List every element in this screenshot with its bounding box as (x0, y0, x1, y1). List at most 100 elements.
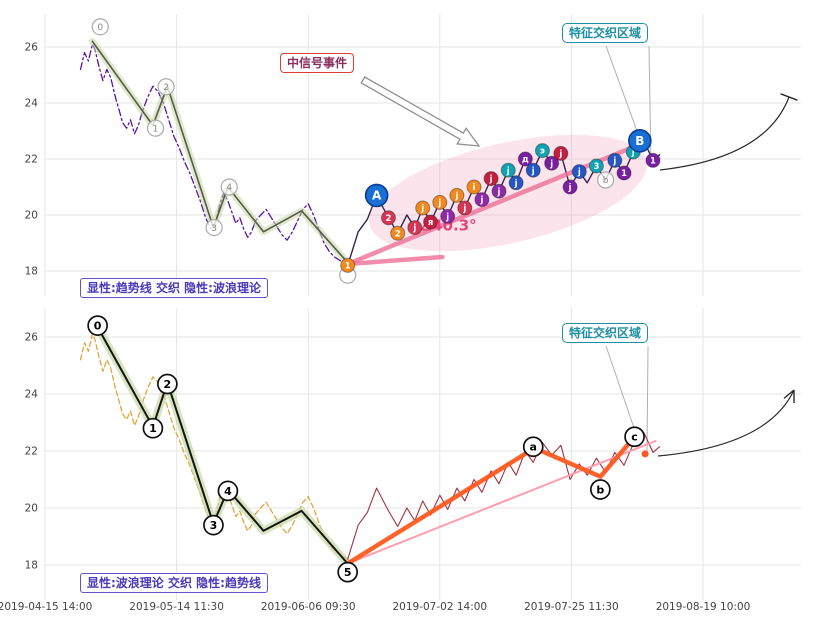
wave-marker-j (544, 155, 560, 171)
y-tick-label: 18 (25, 560, 38, 572)
wave-marker-label: i (473, 183, 476, 193)
wave-marker-label: j (412, 224, 416, 234)
wave-marker-1 (616, 165, 632, 181)
wave-marker-0 (91, 18, 109, 36)
legend-top: 显性:趋势线 交织 隐性:波浪理论 (80, 278, 268, 298)
wave-marker-1 (340, 257, 356, 273)
wave-marker-label: j (612, 156, 616, 166)
wave-marker-label: j (420, 204, 424, 214)
wave-marker-label: 4 (224, 485, 232, 498)
wave-marker-label: j (479, 196, 483, 206)
wave-marker-я (423, 214, 439, 230)
wave-marker-label: j (568, 183, 572, 193)
wave-marker-3 (588, 158, 604, 174)
signal-event-label: 中信号事件 (280, 53, 355, 73)
wave-marker-0 (87, 315, 108, 336)
wave-marker-4 (217, 480, 239, 502)
wave-marker-b (597, 171, 615, 189)
wave-marker-1 (142, 417, 164, 439)
wave-marker-label: A (372, 189, 382, 203)
wave-marker-a (522, 436, 544, 458)
wave-marker-j (407, 220, 423, 236)
wave-marker-1 (645, 152, 661, 168)
wave-marker-label: 2 (395, 229, 401, 239)
wave-marker-label: 0 (97, 23, 103, 33)
wave-marker-label: j (558, 149, 562, 159)
wave-marker-2 (380, 210, 396, 226)
wave-marker-label: э (540, 147, 545, 157)
wave-marker-label: j (445, 212, 449, 222)
wave-marker-2 (390, 225, 406, 241)
wave-marker-label: j (577, 168, 581, 178)
hollow-arrow (360, 76, 481, 147)
arrow-cap (783, 389, 795, 399)
x-tick-label: 2019-07-25 11:30 (524, 601, 619, 613)
feature-region-label-bottom: 特征交织区域 (562, 323, 649, 343)
wave-marker-j (432, 194, 448, 210)
highlight-ellipse (369, 134, 647, 252)
wave-marker-A (364, 183, 389, 208)
wave-marker-j (474, 192, 490, 208)
x-tick-label: 2019-04-15 14:00 (0, 601, 92, 613)
wave-marker-label: j (489, 175, 493, 185)
wave-marker-j (457, 200, 473, 216)
wave-marker-label: 3 (593, 162, 599, 172)
x-tick-label: 2019-08-19 10:00 (656, 601, 751, 613)
wave-marker-label: 2 (163, 83, 169, 93)
wave-marker-label: j (531, 166, 535, 176)
legend-bottom: 显性:波浪理论 交织 隐性:趋势线 (80, 573, 268, 593)
end-dot (641, 450, 649, 458)
wave-marker-label: j (506, 166, 510, 176)
wave-marker-д (517, 151, 533, 167)
wave-marker-i (466, 179, 482, 195)
wave-marker-j (491, 183, 507, 199)
wave-marker-label: B (635, 134, 644, 148)
leader-line (605, 345, 635, 429)
wave-marker-label: j (437, 198, 441, 208)
wave-marker-label: j (631, 148, 635, 158)
x-tick-label: 2019-07-02 14:00 (392, 601, 487, 613)
wave-marker-label: 2 (386, 214, 392, 224)
y-tick-label: 22 (25, 154, 38, 166)
leader-line (648, 45, 652, 167)
wave-marker-j (483, 171, 499, 187)
wave-marker-label: b (596, 483, 604, 496)
x-tick-label: 2019-06-06 09:30 (261, 601, 356, 613)
wave-marker-label: 1 (650, 156, 656, 166)
wave-marker-j (500, 162, 516, 178)
y-tick-label: 20 (25, 210, 38, 222)
wave-marker-label: 1 (621, 169, 627, 179)
wave-marker-j (508, 175, 524, 191)
wave-marker-B (628, 129, 652, 153)
wave-marker-b (590, 479, 611, 500)
wave-marker-label: 1 (345, 261, 351, 271)
y-tick-label: 24 (25, 98, 39, 110)
wave-marker-3 (203, 514, 224, 536)
wave-marker-label: 0 (94, 320, 102, 333)
wave-marker-1 (146, 119, 165, 137)
wave-marker-э (534, 143, 550, 159)
y-tick-label: 22 (25, 446, 38, 458)
trend-baseline (345, 254, 445, 267)
leader-line (646, 345, 649, 453)
x-tick-label: 2019-05-14 11:30 (129, 601, 224, 613)
y-tick-label: 26 (25, 332, 39, 344)
wave-marker-label: a (530, 441, 537, 454)
wave-marker-label: 4 (226, 183, 232, 193)
wave-marker-label: j (454, 191, 458, 201)
y-tick-label: 26 (25, 42, 39, 54)
leader-line (605, 45, 638, 132)
trend-line (346, 440, 657, 565)
wave-marker-label: b (603, 176, 609, 186)
wave-marker-label: 3 (210, 519, 218, 532)
wave-marker-j (525, 162, 541, 178)
wave-marker-j (415, 200, 431, 216)
wave-marker-label: 5 (344, 566, 352, 579)
wave-marker-j (553, 145, 569, 161)
y-tick-label: 18 (25, 266, 38, 278)
wave-marker-2 (157, 373, 178, 395)
wave-marker-label: я (428, 218, 433, 228)
y-tick-label: 24 (25, 389, 39, 401)
